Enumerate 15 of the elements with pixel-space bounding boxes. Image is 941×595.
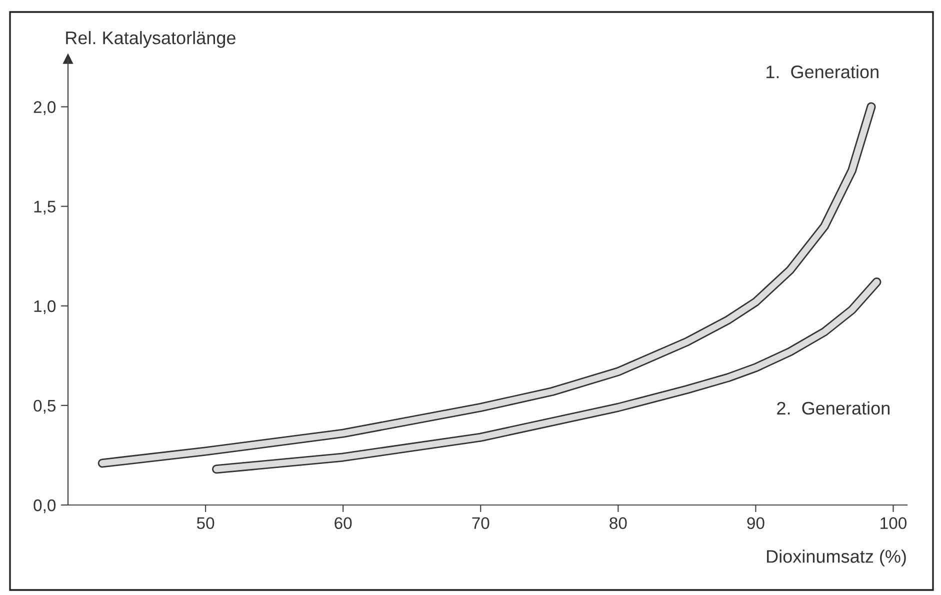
x-axis-title: Dioxinumsatz (%) xyxy=(767,550,906,566)
y-tick-label: 1,5 xyxy=(34,200,56,215)
y-tick-label: 2,0 xyxy=(34,101,56,115)
x-tick-label: 70 xyxy=(472,517,490,530)
x-tick-label: 100 xyxy=(880,517,906,530)
x-tick-label: 80 xyxy=(610,517,627,530)
y-tick-label: 0,5 xyxy=(34,400,56,414)
series-label: 1. Generation xyxy=(766,65,878,78)
y-tick-label: 1,0 xyxy=(34,300,56,314)
x-tick-label: 50 xyxy=(196,517,214,530)
y-axis-title: Rel. Katalysatorlänge xyxy=(66,31,236,48)
x-tick-label: 90 xyxy=(747,517,764,530)
x-tick-label: 60 xyxy=(334,517,352,530)
y-tick-label: 0,0 xyxy=(34,499,56,514)
text: 2. Generation xyxy=(777,401,890,415)
